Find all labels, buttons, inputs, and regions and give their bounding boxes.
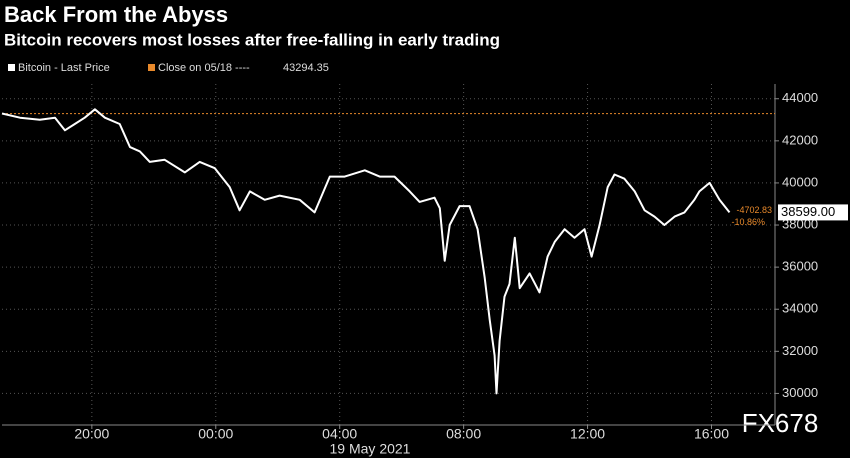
y-tick-label: 30000 xyxy=(782,385,818,400)
x-tick-label: 00:00 xyxy=(198,426,233,442)
legend-swatch xyxy=(8,64,15,71)
watermark: FX678 xyxy=(742,408,819,438)
legend-value: 43294.35 xyxy=(283,62,329,74)
change-label: -4702.83 xyxy=(736,205,772,215)
y-tick-label: 36000 xyxy=(782,259,818,274)
legend-entry: Bitcoin - Last Price xyxy=(18,62,110,74)
x-tick-label: 20:00 xyxy=(74,426,109,442)
legend-entry: Close on 05/18 ---- xyxy=(158,62,250,74)
x-tick-label: 04:00 xyxy=(322,426,357,442)
x-tick-label: 08:00 xyxy=(446,426,481,442)
x-tick-label: 16:00 xyxy=(694,426,729,442)
y-tick-label: 44000 xyxy=(782,90,818,105)
y-tick-label: 32000 xyxy=(782,343,818,358)
chart-subtitle: Bitcoin recovers most losses after free-… xyxy=(4,30,500,49)
change-pct-label: -10.86% xyxy=(731,217,765,227)
chart-title: Back From the Abyss xyxy=(4,2,228,27)
y-tick-label: 40000 xyxy=(782,174,818,189)
y-tick-label: 42000 xyxy=(782,132,818,147)
last-price-box xyxy=(778,204,848,221)
y-tick-label: 34000 xyxy=(782,301,818,316)
x-axis-label: 19 May 2021 xyxy=(330,441,411,457)
legend-swatch xyxy=(148,64,155,71)
last-price-label: 38599.00 xyxy=(781,204,835,219)
price-line xyxy=(1,108,731,395)
x-tick-label: 12:00 xyxy=(570,426,605,442)
